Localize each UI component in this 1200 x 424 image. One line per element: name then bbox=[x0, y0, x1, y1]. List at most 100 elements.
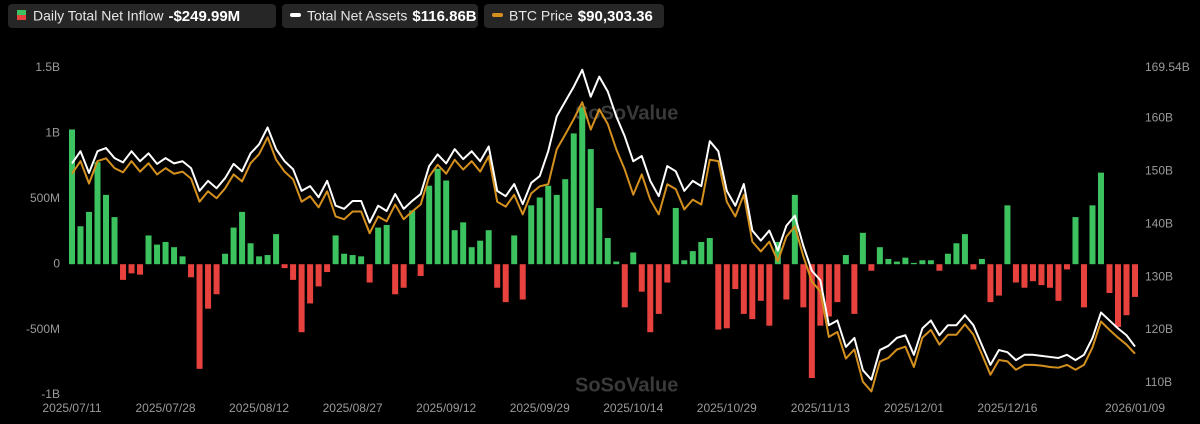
y2-tick-label: 120B bbox=[1145, 322, 1173, 336]
bar bbox=[1123, 264, 1130, 316]
bar bbox=[621, 264, 628, 308]
bar bbox=[834, 264, 841, 303]
legend-name: Daily Total Net Inflow bbox=[33, 8, 164, 24]
bar bbox=[341, 253, 348, 265]
x-tick-label: 2026/01/09 bbox=[1105, 401, 1165, 415]
bar bbox=[1097, 172, 1104, 265]
bar bbox=[876, 247, 883, 265]
legend-box bbox=[8, 4, 276, 28]
bar bbox=[749, 264, 756, 320]
bar bbox=[154, 244, 161, 265]
y-tick-label: -1B bbox=[41, 387, 60, 401]
bar bbox=[298, 264, 305, 333]
bar bbox=[366, 264, 373, 283]
bar bbox=[536, 197, 543, 265]
x-tick-label: 2025/07/28 bbox=[136, 401, 196, 415]
bar bbox=[460, 222, 467, 265]
bar bbox=[1021, 264, 1028, 288]
bar bbox=[1055, 264, 1062, 301]
bar bbox=[145, 235, 152, 265]
x-tick-label: 2025/08/27 bbox=[323, 401, 383, 415]
bar bbox=[978, 258, 985, 265]
bar bbox=[936, 264, 943, 271]
bar bbox=[1004, 205, 1011, 265]
legend-swatch bbox=[17, 10, 26, 15]
x-tick-label: 2025/09/12 bbox=[416, 401, 476, 415]
bar bbox=[868, 264, 875, 271]
bar bbox=[723, 264, 730, 329]
bar bbox=[205, 264, 212, 309]
bar bbox=[740, 264, 747, 314]
y2-tick-label: 150B bbox=[1145, 163, 1173, 177]
x-tick-label: 2025/09/29 bbox=[510, 401, 570, 415]
bar bbox=[443, 180, 450, 265]
x-tick-label: 2025/10/14 bbox=[603, 401, 663, 415]
legend-item: Daily Total Net Inflow -$249.99M bbox=[8, 4, 276, 28]
bar bbox=[766, 264, 773, 326]
bar bbox=[1132, 264, 1138, 297]
legend-box bbox=[484, 4, 664, 28]
bar bbox=[613, 261, 620, 265]
y2-tick-label: 110B bbox=[1145, 375, 1172, 389]
bar bbox=[451, 230, 458, 265]
bar bbox=[477, 240, 484, 265]
bar bbox=[859, 232, 866, 265]
x-tick-label: 2025/07/11 bbox=[42, 401, 101, 415]
legend-name: BTC Price bbox=[509, 8, 573, 24]
bar bbox=[213, 264, 220, 295]
bar bbox=[655, 264, 662, 314]
bar bbox=[426, 185, 433, 265]
bar bbox=[1029, 264, 1036, 282]
bar bbox=[995, 264, 1002, 296]
bar bbox=[511, 235, 518, 265]
bar bbox=[638, 264, 645, 292]
bar bbox=[970, 264, 977, 270]
bar bbox=[103, 194, 110, 265]
bar bbox=[987, 264, 994, 303]
legend-item: BTC Price $90,303.36 bbox=[484, 4, 664, 28]
bar bbox=[732, 264, 739, 290]
bar bbox=[485, 230, 492, 265]
bar bbox=[630, 252, 637, 265]
bar bbox=[604, 238, 611, 265]
bar bbox=[247, 243, 254, 265]
legend-swatch bbox=[17, 15, 26, 20]
bar bbox=[358, 256, 365, 265]
bar bbox=[94, 162, 101, 265]
bar bbox=[324, 264, 331, 273]
bar bbox=[188, 264, 195, 278]
bar bbox=[196, 264, 203, 369]
bar bbox=[281, 264, 288, 269]
bar bbox=[315, 264, 322, 287]
bar bbox=[1012, 264, 1019, 283]
bar bbox=[375, 227, 382, 265]
legend-item: Total Net Assets $116.86B bbox=[282, 4, 478, 28]
bar bbox=[307, 264, 314, 304]
bar bbox=[120, 264, 127, 280]
bar bbox=[383, 224, 390, 265]
y-tick-label: 1B bbox=[45, 126, 60, 140]
bar bbox=[783, 264, 790, 300]
x-tick-label: 2025/12/16 bbox=[977, 401, 1037, 415]
y-tick-label: 0 bbox=[53, 256, 60, 270]
bar bbox=[664, 264, 671, 283]
bar bbox=[944, 253, 951, 265]
bar bbox=[961, 234, 968, 265]
bar bbox=[162, 241, 169, 265]
bar bbox=[910, 262, 917, 265]
y-tick-label: 1.5B bbox=[35, 60, 60, 74]
bar bbox=[273, 234, 280, 265]
bar bbox=[757, 264, 764, 301]
bar bbox=[545, 185, 552, 265]
bar bbox=[86, 211, 93, 265]
bar bbox=[562, 179, 569, 265]
bar bbox=[1114, 264, 1121, 327]
watermark: SoSoValue bbox=[575, 102, 678, 124]
x-tick-label: 2025/10/29 bbox=[697, 401, 757, 415]
bar bbox=[1046, 264, 1053, 288]
y2-tick-label: 140B bbox=[1145, 216, 1173, 230]
bar bbox=[434, 168, 441, 265]
bar bbox=[919, 260, 926, 265]
bar bbox=[171, 247, 178, 265]
